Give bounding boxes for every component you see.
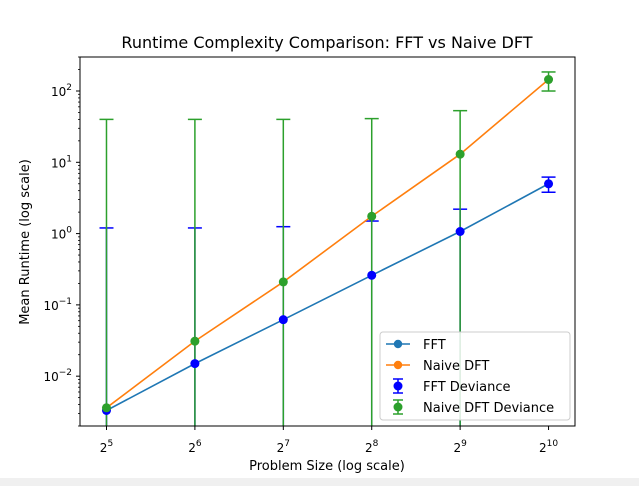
x-tick-base: 2 — [277, 441, 285, 455]
legend-marker — [393, 360, 403, 370]
x-tick-label: 27 — [277, 439, 290, 455]
legend: FFT Naive DFT FFT Deviance Naive DFT Devian… — [379, 331, 571, 421]
y-tick-exp: −2 — [59, 368, 72, 378]
series-line — [106, 183, 549, 412]
x-tick-label: 29 — [453, 439, 467, 455]
error-point — [101, 403, 111, 413]
error-point — [455, 226, 465, 236]
y-tick-base: 10 — [51, 228, 66, 242]
error-point — [367, 270, 377, 280]
y-tick-label: 10−2 — [43, 368, 72, 384]
x-tick-base: 2 — [365, 441, 373, 455]
error-series-markers-2 — [101, 75, 554, 413]
x-tick-base: 2 — [188, 441, 196, 455]
y-tick-label: 10−1 — [43, 297, 72, 313]
legend-marker — [393, 402, 403, 412]
error-point — [278, 315, 288, 325]
y-axis-label: Mean Runtime (log scale) — [18, 159, 33, 325]
y-tick-base: 10 — [43, 370, 58, 384]
x-tick-base: 2 — [453, 441, 461, 455]
x-tick-base: 2 — [539, 441, 547, 455]
legend-entry: Naive DFT Deviance — [393, 399, 554, 416]
legend-entry: FFT Deviance — [393, 378, 510, 395]
error-point — [544, 75, 554, 85]
y-tick-label: 100 — [51, 226, 72, 242]
x-tick-exp: 5 — [107, 439, 113, 449]
y-tick-exp: 2 — [66, 83, 72, 93]
y-tick-base: 10 — [51, 85, 66, 99]
error-point — [455, 149, 465, 159]
x-tick-base: 2 — [100, 441, 108, 455]
legend-label: Naive DFT Deviance — [423, 401, 554, 416]
error-point — [544, 179, 554, 189]
chart-title: Runtime Complexity Comparison: FFT vs Na… — [121, 33, 532, 52]
plot-frame — [79, 56, 576, 427]
x-tick-exp: 9 — [461, 439, 467, 449]
x-tick-label: 210 — [539, 439, 558, 455]
y-tick-exp: 1 — [66, 154, 72, 164]
x-tick-exp: 6 — [196, 439, 202, 449]
legend-label: Naive DFT — [423, 359, 489, 374]
y-tick-base: 10 — [51, 156, 66, 170]
x-tick-exp: 8 — [373, 439, 379, 449]
series-line — [105, 78, 550, 409]
legend-entry: Naive DFT — [386, 359, 489, 374]
legend-box — [379, 331, 571, 421]
y-tick-exp: −1 — [59, 297, 72, 307]
legend-label: FFT — [423, 338, 446, 353]
legend-entry: FFT — [386, 338, 446, 353]
error-point — [190, 336, 200, 346]
y-tick-label: 101 — [51, 154, 72, 170]
error-point — [190, 359, 200, 369]
x-tick-label: 28 — [365, 439, 379, 455]
x-tick-exp: 7 — [284, 439, 290, 449]
legend-marker — [393, 381, 403, 391]
x-tick-label: 26 — [188, 439, 202, 455]
error-series-markers-1 — [101, 179, 554, 415]
y-tick-label: 102 — [51, 83, 72, 99]
error-point — [278, 277, 288, 287]
error-point — [367, 211, 377, 221]
legend-marker — [393, 339, 403, 349]
y-tick-exp: 0 — [66, 226, 72, 236]
x-tick-exp: 10 — [547, 439, 559, 449]
x-axis-label: Problem Size (log scale) — [249, 459, 405, 474]
legend-label: FFT Deviance — [423, 380, 510, 395]
y-tick-base: 10 — [43, 299, 58, 313]
x-tick-label: 25 — [100, 439, 113, 455]
